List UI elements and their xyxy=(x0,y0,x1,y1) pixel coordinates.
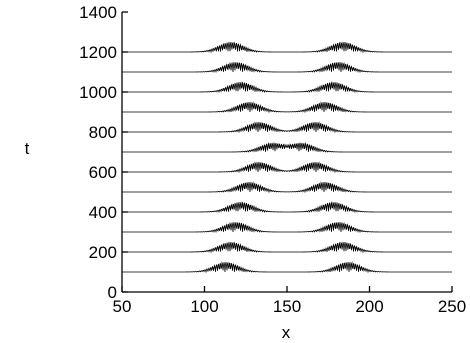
y-tick-label: 0 xyxy=(108,283,117,302)
y-axis-label: t xyxy=(25,139,30,158)
x-axis-label: x xyxy=(282,323,291,342)
x-tick-label: 250 xyxy=(438,297,466,316)
axes xyxy=(121,11,453,293)
series-line-t-1000 xyxy=(122,81,452,94)
y-tick-label: 200 xyxy=(89,243,117,262)
series-line-t-100 xyxy=(122,261,452,274)
x-tick-label: 200 xyxy=(355,297,383,316)
x-tick-label: 150 xyxy=(273,297,301,316)
series-line-t-300 xyxy=(122,222,452,234)
y-tick-label: 600 xyxy=(89,163,117,182)
series-line-t-400 xyxy=(122,201,452,214)
series-line-t-700 xyxy=(122,142,452,153)
plot-traces xyxy=(122,41,452,274)
y-tick-label: 400 xyxy=(89,203,117,222)
series-line-t-1200 xyxy=(122,41,452,54)
series-line-t-900 xyxy=(122,101,452,114)
series-line-t-1100 xyxy=(122,62,452,74)
y-tick-label: 1400 xyxy=(79,3,117,22)
series-line-t-800 xyxy=(122,121,452,134)
x-tick-label: 50 xyxy=(113,297,132,316)
tick-labels: 50 100 150 200 250 0 200 400 600 800 1000 1200 1400 xyxy=(79,3,466,316)
series-line-t-600 xyxy=(122,161,452,174)
y-tick-label: 1000 xyxy=(79,83,117,102)
y-tick-label: 1200 xyxy=(79,43,117,62)
series-line-t-200 xyxy=(122,241,452,254)
y-tick-label: 800 xyxy=(89,123,117,142)
series-line-t-500 xyxy=(122,181,452,194)
x-tick-label: 100 xyxy=(190,297,218,316)
